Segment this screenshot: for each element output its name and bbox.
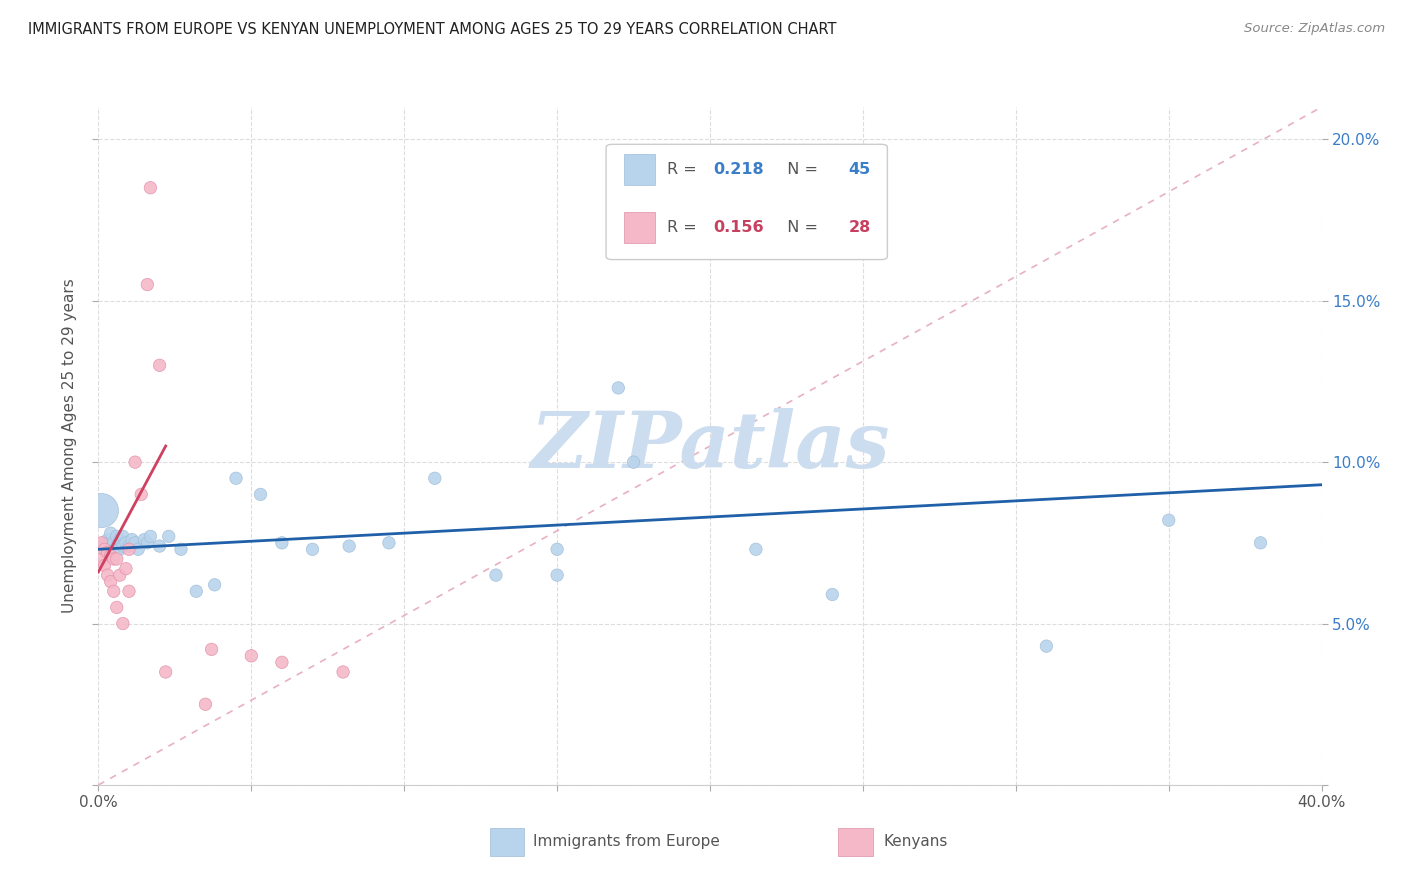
Point bbox=[90, 503, 112, 517]
Y-axis label: Unemployment Among Ages 25 to 29 years: Unemployment Among Ages 25 to 29 years bbox=[62, 278, 77, 614]
Point bbox=[485, 568, 508, 582]
Point bbox=[111, 616, 134, 631]
Point bbox=[121, 533, 143, 547]
Point bbox=[745, 542, 768, 557]
Point bbox=[108, 568, 131, 582]
Text: R =: R = bbox=[668, 162, 702, 178]
Point bbox=[90, 552, 112, 566]
Point bbox=[118, 584, 141, 599]
Text: 0.218: 0.218 bbox=[714, 162, 765, 178]
Point bbox=[97, 568, 120, 582]
Point bbox=[97, 542, 120, 557]
Point bbox=[111, 539, 134, 553]
Point bbox=[103, 584, 125, 599]
Point bbox=[134, 533, 156, 547]
Point bbox=[115, 562, 138, 576]
Point bbox=[270, 536, 292, 550]
Point bbox=[105, 539, 128, 553]
Point bbox=[1035, 639, 1057, 653]
Text: Immigrants from Europe: Immigrants from Europe bbox=[533, 834, 720, 849]
Point bbox=[194, 698, 217, 712]
Point bbox=[170, 542, 193, 557]
Point bbox=[97, 545, 120, 559]
Point bbox=[111, 529, 134, 543]
Point bbox=[118, 539, 141, 553]
Point bbox=[270, 655, 292, 669]
Point bbox=[97, 533, 120, 547]
Point bbox=[129, 487, 152, 501]
Point bbox=[136, 277, 159, 292]
Point bbox=[115, 536, 138, 550]
Point bbox=[105, 529, 128, 543]
Point bbox=[204, 578, 226, 592]
Point bbox=[103, 552, 125, 566]
Bar bbox=[489, 828, 524, 856]
Point bbox=[108, 533, 131, 547]
Bar bbox=[624, 212, 655, 243]
Point bbox=[301, 542, 323, 557]
Point bbox=[93, 558, 115, 573]
Point bbox=[100, 549, 122, 563]
Text: Kenyans: Kenyans bbox=[884, 834, 948, 849]
Point bbox=[100, 545, 122, 559]
Point bbox=[546, 568, 568, 582]
Point bbox=[108, 542, 131, 557]
Point bbox=[93, 542, 115, 557]
Text: N =: N = bbox=[778, 219, 824, 235]
Point bbox=[225, 471, 247, 485]
Point bbox=[105, 600, 128, 615]
Point bbox=[1249, 536, 1271, 550]
Point bbox=[1157, 513, 1180, 527]
Text: R =: R = bbox=[668, 219, 702, 235]
Point bbox=[157, 529, 180, 543]
Point bbox=[124, 455, 146, 469]
Point bbox=[546, 542, 568, 557]
Text: IMMIGRANTS FROM EUROPE VS KENYAN UNEMPLOYMENT AMONG AGES 25 TO 29 YEARS CORRELAT: IMMIGRANTS FROM EUROPE VS KENYAN UNEMPLO… bbox=[28, 22, 837, 37]
Point bbox=[118, 542, 141, 557]
Point bbox=[149, 359, 172, 373]
Point bbox=[124, 536, 146, 550]
Point bbox=[821, 587, 844, 601]
Bar bbox=[624, 154, 655, 185]
Point bbox=[90, 536, 112, 550]
Point bbox=[423, 471, 446, 485]
Text: 0.156: 0.156 bbox=[714, 219, 765, 235]
Point bbox=[100, 526, 122, 541]
Point bbox=[200, 642, 222, 657]
Point bbox=[139, 529, 162, 543]
Point bbox=[103, 536, 125, 550]
Point bbox=[105, 552, 128, 566]
Point bbox=[100, 574, 122, 589]
Point bbox=[149, 539, 172, 553]
Text: ZIPatlas: ZIPatlas bbox=[530, 408, 890, 484]
Point bbox=[240, 648, 263, 663]
Point bbox=[186, 584, 208, 599]
Point bbox=[249, 487, 271, 501]
Text: 45: 45 bbox=[848, 162, 870, 178]
Point bbox=[337, 539, 360, 553]
Point bbox=[607, 381, 630, 395]
Point bbox=[93, 536, 115, 550]
Text: Source: ZipAtlas.com: Source: ZipAtlas.com bbox=[1244, 22, 1385, 36]
Bar bbox=[838, 828, 873, 856]
Point bbox=[155, 665, 177, 679]
FancyBboxPatch shape bbox=[606, 145, 887, 260]
Point bbox=[93, 539, 115, 553]
Text: 28: 28 bbox=[848, 219, 870, 235]
Point bbox=[136, 536, 159, 550]
Point bbox=[623, 455, 645, 469]
Text: N =: N = bbox=[778, 162, 824, 178]
Point bbox=[699, 213, 721, 227]
Point bbox=[378, 536, 401, 550]
Point bbox=[139, 180, 162, 194]
Point bbox=[127, 542, 149, 557]
Point bbox=[332, 665, 354, 679]
